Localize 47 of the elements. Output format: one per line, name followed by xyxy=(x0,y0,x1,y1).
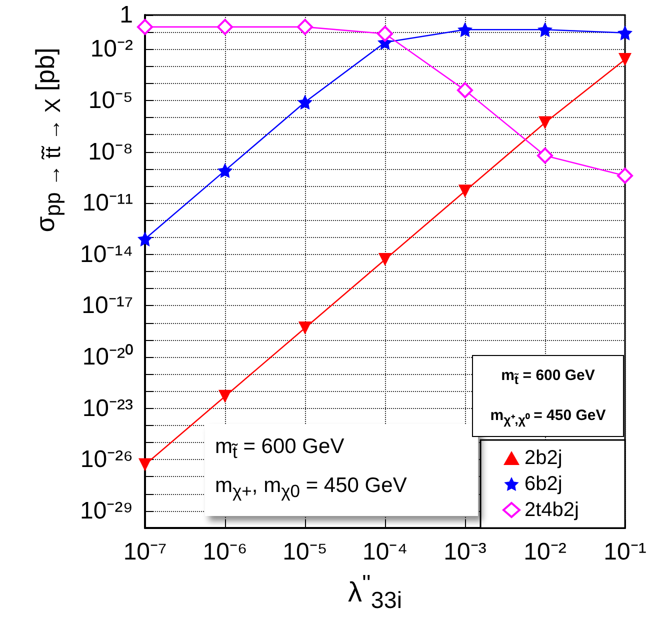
point xyxy=(298,94,312,110)
x-tick-label: 10⁻² xyxy=(524,538,566,566)
point xyxy=(458,22,472,38)
y-tick-label: 10⁻²⁹ xyxy=(80,497,133,524)
y-tick-label: 10⁻²⁰ xyxy=(82,344,133,370)
point xyxy=(537,148,553,164)
point xyxy=(137,18,153,35)
x-tick-label: 10⁻⁶ xyxy=(202,538,248,566)
y-tick-label: 10⁻¹⁷ xyxy=(82,292,133,320)
point xyxy=(298,321,312,334)
point xyxy=(297,18,313,35)
y-tick-label: 10⁻¹⁴ xyxy=(80,240,133,268)
y-tick-label: 10⁻¹¹ xyxy=(82,190,133,217)
annotation: m$_{χ+}$, m$_{χ0}$ = 450 GeV xyxy=(215,473,408,504)
point xyxy=(538,22,552,38)
y-tick-label: 10⁻²³ xyxy=(82,394,133,422)
point xyxy=(618,52,632,66)
legend-label: 2b2j xyxy=(524,447,562,469)
x-tick-label: 10⁻³ xyxy=(444,538,486,566)
point xyxy=(138,458,152,472)
x-tick-label: 10⁻⁷ xyxy=(123,538,167,566)
annotation: m$_{χ⁺,χ⁰}$ = 450 GeV xyxy=(489,406,607,429)
note-box: m$_{t̃}$ = 600 GeV m$_{χ⁺,χ⁰}$ = 450 GeV xyxy=(472,355,624,437)
point xyxy=(458,184,472,198)
point xyxy=(538,116,552,130)
point xyxy=(457,82,473,98)
y-tick-label: 10⁻⁵ xyxy=(88,87,133,114)
point xyxy=(377,26,393,42)
point xyxy=(378,253,392,266)
y-tick-label: 10⁻²⁶ xyxy=(80,446,133,474)
point xyxy=(617,168,633,184)
annotation: m$_{t̃}$ = 600 GeV xyxy=(500,366,596,389)
note-box: m$_{t̃}$ = 600 GeV m$_{χ+}$, m$_{χ0}$ = 450 GeV xyxy=(205,424,478,516)
annotation: m$_{t̃}$ = 600 GeV xyxy=(215,434,346,464)
y-tick-label: 1 xyxy=(120,2,133,28)
x-tick-label: 10⁻¹ xyxy=(604,538,646,566)
y-tick-label: 10⁻⁸ xyxy=(88,138,133,166)
legend-label: 6b2j xyxy=(524,473,562,495)
point xyxy=(217,18,233,35)
legend-label: 2t4b2j xyxy=(524,499,580,521)
x-tick-label: 10⁻⁴ xyxy=(362,538,408,566)
point xyxy=(218,163,232,178)
y-tick-label: 10⁻² xyxy=(90,36,134,63)
point xyxy=(618,25,632,40)
point xyxy=(218,390,232,403)
point xyxy=(138,231,152,246)
x-tick-label: 10⁻⁵ xyxy=(282,538,328,566)
